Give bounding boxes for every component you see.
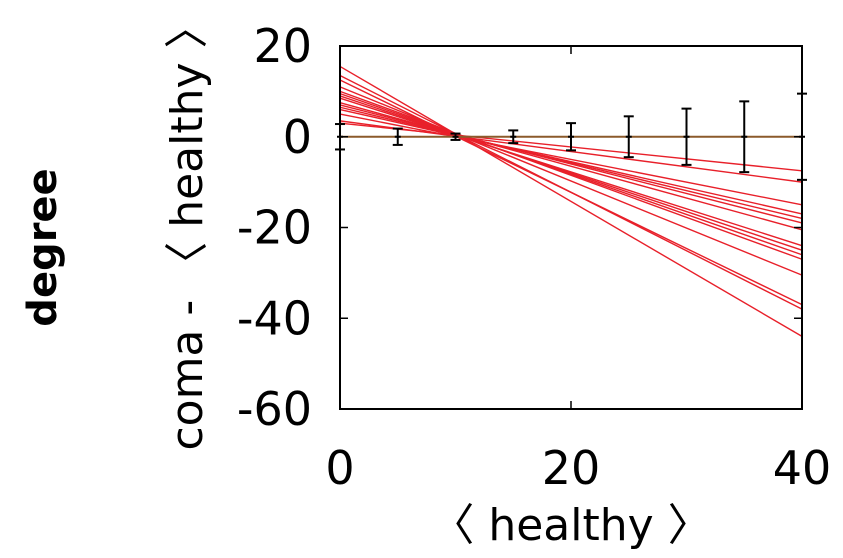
fit-line-12 [339, 108, 803, 215]
fit-line-7 [339, 95, 803, 251]
y-tick-label: -40 [237, 291, 312, 345]
errorbar [623, 115, 634, 159]
errorbar [566, 122, 576, 152]
y-axis-label: coma - 〈 healthy 〉 [162, 4, 213, 450]
errorbar [450, 132, 461, 141]
y-tick-label: 0 [283, 110, 312, 164]
fit-line-6 [339, 92, 803, 256]
fit-line-10 [339, 104, 803, 224]
errorbar [681, 107, 692, 166]
axis-ticks [339, 45, 803, 410]
fit-line-11 [339, 106, 803, 220]
fit-line-13 [339, 113, 803, 206]
plot-content [335, 65, 807, 338]
fit-line-5 [339, 90, 803, 260]
fit-line-9 [339, 102, 803, 231]
errorbar [392, 127, 403, 146]
fit-line-4 [339, 86, 803, 276]
x-tick-label: 0 [325, 441, 354, 495]
y-tick-label: 20 [253, 19, 312, 73]
panel-label: degree [20, 168, 66, 326]
fit-line-3 [339, 79, 803, 306]
x-tick-label: 20 [542, 441, 601, 495]
fit-line-8 [339, 97, 803, 247]
fit-line-1 [339, 65, 803, 338]
errorbar [739, 100, 750, 174]
y-tick-label: -60 [237, 382, 312, 436]
x-axis-label: 〈 healthy 〉 [430, 500, 711, 551]
x-tick-label: 40 [773, 441, 832, 495]
errorbar [508, 129, 519, 145]
y-tick-label: -20 [237, 201, 312, 255]
